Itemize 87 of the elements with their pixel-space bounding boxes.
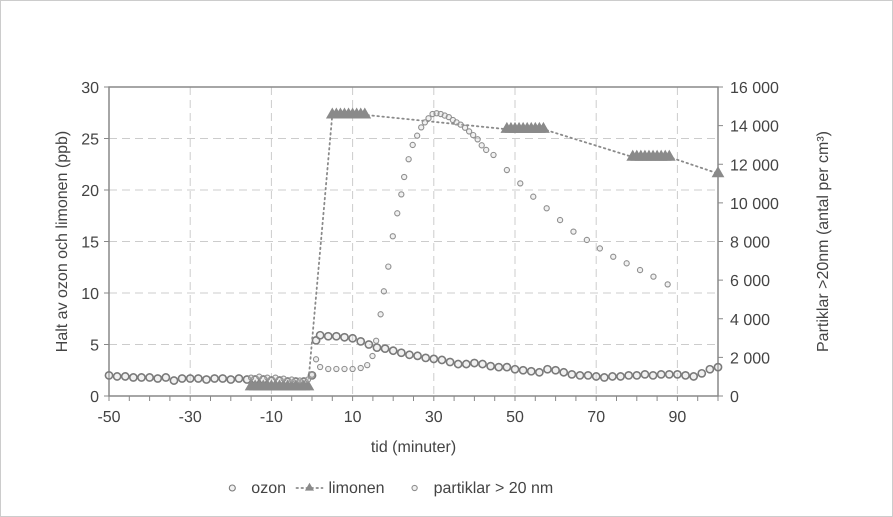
point (312, 356, 320, 362)
point (369, 352, 376, 360)
point (530, 194, 536, 200)
x-tick-label: -10 (260, 409, 284, 426)
y-tick-label: 10 (81, 286, 100, 303)
point (470, 132, 476, 138)
point (544, 205, 550, 212)
point (296, 377, 303, 384)
point (341, 366, 348, 372)
point (457, 122, 464, 128)
y-tick-label: 15 (81, 234, 100, 252)
point (394, 210, 400, 216)
point (316, 364, 324, 370)
point (418, 124, 424, 131)
y2-tick-label: 0 (730, 389, 739, 406)
y2-tick-label: 6 000 (730, 273, 770, 290)
legend-label: limonen (328, 480, 385, 497)
y2-tick-label: 16 000 (730, 80, 780, 97)
point (248, 374, 254, 381)
point (446, 114, 452, 120)
point (596, 245, 604, 252)
x-tick-label: 10 (344, 409, 362, 426)
point (650, 274, 657, 280)
point (398, 191, 404, 198)
point (584, 236, 590, 244)
point (662, 150, 676, 161)
point (256, 374, 262, 380)
y2-tick-label: 10 000 (730, 196, 780, 213)
point (624, 260, 630, 266)
y2-axis-title: Partiklar >20nm (antal per cm³) (815, 131, 832, 352)
point (401, 174, 408, 180)
point (466, 128, 472, 135)
x-tick-label: 70 (587, 409, 606, 426)
point (280, 375, 287, 382)
point (373, 338, 380, 344)
point (288, 376, 295, 383)
point (390, 233, 396, 240)
point (304, 376, 312, 383)
y2-tick-label: 4 000 (730, 312, 770, 329)
y-tick-label: 5 (90, 338, 100, 354)
legend-label: partiklar > 20 nm (434, 480, 554, 497)
point (712, 166, 724, 178)
point (474, 136, 481, 142)
point (664, 281, 671, 288)
point (333, 366, 340, 372)
point (405, 156, 412, 162)
x-tick-label: -50 (97, 409, 121, 426)
y2-tick-label: 12 000 (730, 157, 780, 174)
x-tick-label: -30 (178, 409, 202, 426)
y-tick-label: 0 (90, 389, 100, 406)
x-tick-label: 50 (506, 409, 524, 426)
y2-tick-label: 14 000 (730, 118, 780, 136)
y2-tick-label: 2 000 (730, 350, 770, 368)
point (349, 366, 356, 372)
point (385, 263, 392, 270)
point (425, 115, 432, 122)
legend-label: ozon (251, 480, 286, 497)
point (570, 228, 577, 235)
point (325, 366, 332, 372)
point (414, 132, 420, 139)
point (462, 124, 468, 131)
point (478, 142, 485, 148)
point (410, 142, 416, 148)
point (556, 216, 564, 224)
point (517, 180, 524, 187)
point (483, 146, 490, 154)
x-axis-title: tid (minuter) (370, 439, 456, 456)
point (380, 288, 388, 294)
x-tick-label: 30 (424, 409, 443, 426)
x-tick-label: 90 (668, 409, 686, 426)
point (636, 266, 644, 274)
point (422, 119, 428, 126)
y-tick-label: 30 (81, 80, 100, 97)
y-tick-label: 20 (81, 183, 100, 200)
point (264, 374, 270, 381)
point (377, 311, 384, 318)
point (610, 254, 616, 260)
point (358, 364, 364, 372)
point (272, 374, 279, 381)
point (537, 122, 550, 133)
point (504, 166, 510, 174)
y-tick-label: 25 (81, 132, 100, 148)
y-axis-title: Halt av ozon och limonen (ppb) (54, 130, 71, 352)
point (302, 379, 314, 390)
point (364, 362, 370, 368)
point (490, 152, 497, 158)
y2-tick-label: 8 000 (730, 234, 770, 252)
